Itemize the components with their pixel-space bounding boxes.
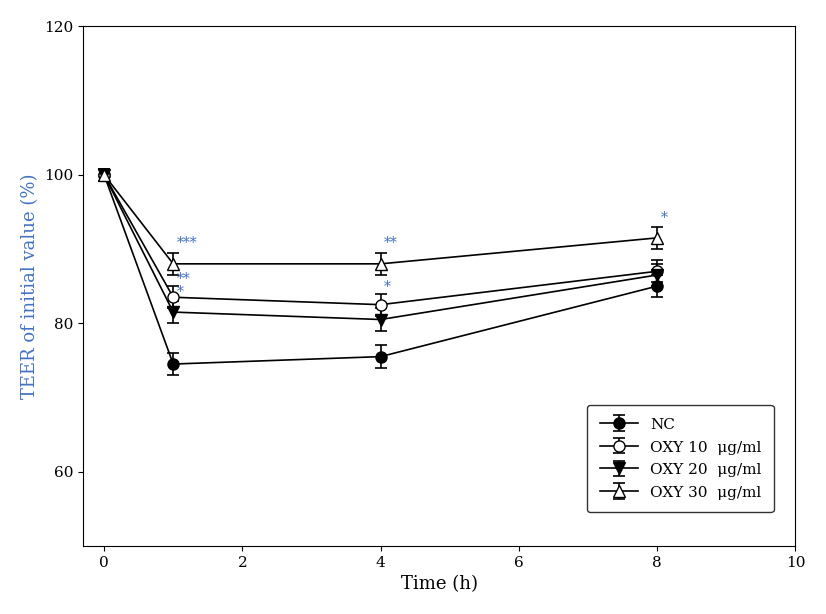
Text: **: ** [177, 272, 191, 286]
Text: *: * [177, 286, 183, 300]
Text: ***: *** [177, 236, 197, 251]
Text: *: * [384, 279, 391, 293]
Text: **: ** [384, 236, 398, 251]
Y-axis label: TEER of initial value (%): TEER of initial value (%) [21, 173, 39, 399]
X-axis label: Time (h): Time (h) [401, 575, 478, 593]
Text: *: * [661, 211, 667, 225]
Legend: NC, OXY 10  μg/ml, OXY 20  μg/ml, OXY 30  μg/ml: NC, OXY 10 μg/ml, OXY 20 μg/ml, OXY 30 μ… [587, 405, 773, 512]
